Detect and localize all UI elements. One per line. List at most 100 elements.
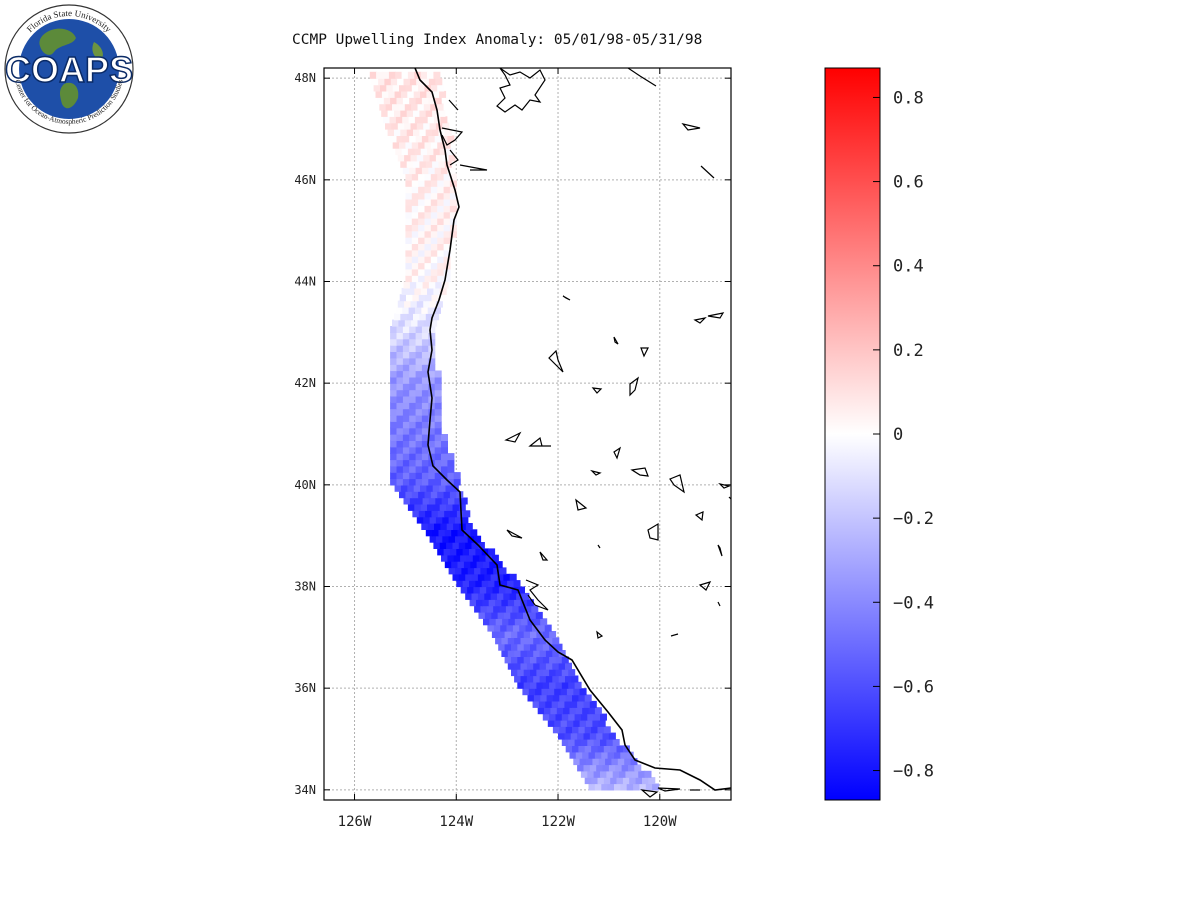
anomaly-cell: [423, 319, 431, 327]
anomaly-cell: [441, 446, 448, 454]
anomaly-cell: [444, 160, 452, 168]
anomaly-cell: [441, 167, 448, 175]
anomaly-cell: [437, 294, 445, 302]
anomaly-cell: [575, 707, 583, 715]
anomaly-cell: [542, 681, 550, 689]
anomaly-cell: [565, 675, 572, 683]
anomaly-cell: [434, 376, 442, 384]
anomaly-cell: [417, 103, 425, 111]
anomaly-cell: [465, 573, 473, 581]
anomaly-cell: [411, 211, 419, 219]
anomaly-cell: [416, 497, 424, 505]
anomaly-cell: [497, 611, 505, 619]
anomaly-cell: [413, 90, 421, 98]
anomaly-cell: [526, 637, 534, 645]
anomaly-cell: [443, 243, 451, 251]
anomaly-cell: [418, 237, 426, 244]
anomaly-cell: [483, 561, 490, 569]
anomaly-cell: [390, 97, 398, 105]
anomaly-cell: [598, 758, 606, 766]
anomaly-cell: [493, 624, 501, 632]
anomaly-cell: [577, 732, 585, 740]
anomaly-cell: [423, 103, 431, 111]
anomaly-cell: [428, 167, 436, 175]
anomaly-cell: [443, 548, 451, 556]
anomaly-cell: [507, 650, 515, 657]
anomaly-cell: [437, 141, 445, 149]
anomaly-cell: [404, 103, 412, 111]
anomaly-cell: [409, 376, 417, 384]
anomaly-cell: [421, 338, 429, 346]
anomaly-cell: [531, 605, 539, 613]
anomaly-cell: [390, 472, 398, 480]
anomaly-cell: [491, 554, 499, 562]
anomaly-cell: [612, 739, 620, 746]
anomaly-cell: [568, 713, 576, 721]
anomaly-cell: [449, 230, 457, 238]
anomaly-cell: [421, 345, 429, 352]
anomaly-cell: [411, 275, 419, 283]
anomaly-cell: [402, 478, 410, 486]
anomaly-cell: [432, 484, 440, 492]
anomaly-cell: [566, 719, 574, 727]
anomaly-cell: [415, 408, 423, 416]
anomaly-cell: [614, 783, 621, 791]
anomaly-cell: [522, 688, 530, 696]
anomaly-cell: [428, 465, 436, 473]
anomaly-cell: [461, 535, 469, 543]
anomaly-cell: [394, 90, 402, 98]
anomaly-cell: [474, 535, 482, 543]
anomaly-cell: [402, 345, 410, 352]
anomaly-cell: [414, 116, 422, 124]
anomaly-cell: [421, 383, 429, 391]
anomaly-cell: [533, 650, 541, 657]
anomaly-cell: [475, 548, 483, 556]
anomaly-cell: [593, 770, 601, 778]
anomaly-cell: [479, 586, 487, 594]
anomaly-cell: [437, 224, 445, 232]
anomaly-cell: [411, 179, 419, 187]
anomaly-cell: [415, 383, 423, 391]
anomaly-cell: [424, 179, 432, 187]
anomaly-cell: [415, 434, 423, 441]
anomaly-cell: [430, 243, 438, 251]
anomaly-cell: [577, 700, 585, 708]
anomaly-cell: [430, 230, 438, 238]
anomaly-cell: [375, 90, 383, 98]
anomaly-cell: [390, 370, 398, 378]
anomaly-cell: [434, 472, 442, 480]
anomaly-cell: [607, 751, 615, 759]
anomaly-cell: [415, 97, 423, 105]
anomaly-cell: [536, 669, 544, 677]
anomaly-cell: [428, 427, 436, 435]
lat-tick-label: 40N: [294, 478, 316, 492]
anomaly-cell: [437, 491, 445, 499]
anomaly-cell: [409, 402, 417, 410]
anomaly-cell: [517, 643, 525, 651]
anomaly-cell: [476, 599, 483, 607]
anomaly-cell: [400, 109, 408, 117]
anomaly-cell: [439, 287, 447, 295]
anomaly-cell: [634, 764, 642, 772]
anomaly-cell: [584, 726, 592, 734]
anomaly-cell: [642, 777, 649, 785]
anomaly-cell: [421, 421, 429, 429]
anomaly-cell: [405, 84, 413, 92]
anomaly-cell: [514, 675, 522, 683]
anomaly-cell: [517, 669, 525, 677]
puget-sound-shape: [496, 68, 546, 113]
anomaly-cell: [569, 751, 577, 759]
anomaly-cell: [405, 186, 413, 194]
anomaly-cell: [463, 529, 471, 537]
anomaly-cell: [447, 459, 455, 467]
anomaly-cell: [411, 237, 419, 244]
anomaly-cell: [409, 465, 417, 473]
lat-tick-label: 38N: [294, 580, 316, 594]
anomaly-cell: [600, 739, 607, 746]
anomaly-cell: [570, 732, 578, 740]
anomaly-cell: [565, 745, 573, 753]
anomaly-cell: [461, 516, 469, 524]
anomaly-cell: [438, 109, 446, 117]
anomaly-cell: [518, 586, 525, 594]
anomaly-cell: [410, 300, 418, 308]
